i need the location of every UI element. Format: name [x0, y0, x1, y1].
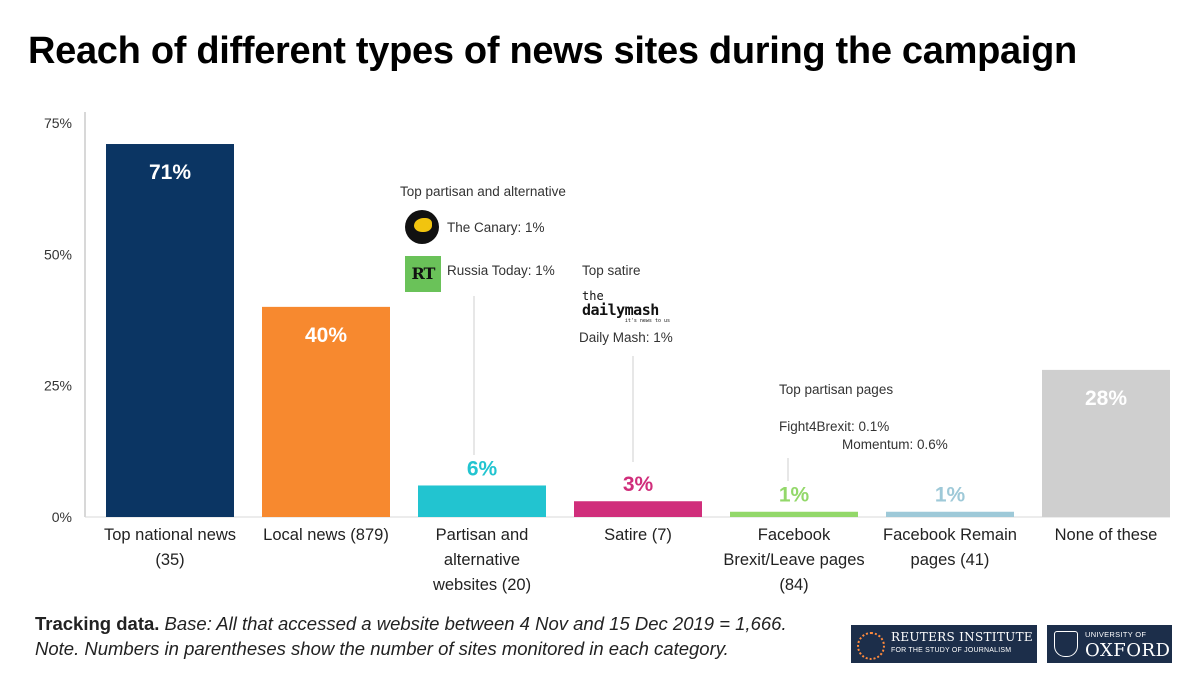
canary-logo	[405, 210, 439, 244]
bar	[418, 485, 546, 517]
oxford-crest-icon	[1054, 631, 1078, 657]
bar	[574, 501, 702, 517]
y-tick-label: 50%	[44, 246, 72, 262]
bar-value-label: 1%	[779, 484, 810, 507]
annotation-daily-mash: Daily Mash: 1%	[579, 330, 673, 345]
footer-bold: Tracking data.	[35, 613, 160, 634]
annotation-rt: Russia Today: 1%	[447, 263, 555, 278]
x-tick-label: websites (20)	[432, 576, 531, 594]
reuters-dots-icon	[857, 632, 885, 660]
x-tick-label: Local news (879)	[263, 526, 389, 544]
footer-line1: Tracking data. Base: All that accessed a…	[35, 611, 835, 636]
x-tick-label: None of these	[1055, 526, 1158, 544]
bar-value-label: 71%	[149, 161, 191, 184]
dailymash-logo-line1: the	[582, 289, 604, 303]
y-tick-label: 25%	[44, 378, 72, 394]
footer-line2: Note. Numbers in parentheses show the nu…	[35, 636, 835, 661]
y-tick-label: 0%	[52, 509, 72, 525]
annotation-canary: The Canary: 1%	[447, 220, 545, 235]
bar	[262, 306, 390, 517]
annotation-fight4brexit: Fight4Brexit: 0.1%	[779, 419, 890, 434]
footer-base: Base: All that accessed a website betwee…	[159, 613, 787, 634]
oxford-logo: UNIVERSITY OF OXFORD	[1047, 625, 1172, 663]
reuters-subtitle: FOR THE STUDY OF JOURNALISM	[891, 647, 1012, 654]
footer-note-text: Note. Numbers in parentheses show the nu…	[35, 638, 729, 659]
chart-title: Reach of different types of news sites d…	[28, 30, 1077, 72]
canary-bird-icon	[414, 218, 432, 232]
x-tick-label: pages (41)	[911, 551, 990, 569]
bar	[1042, 369, 1170, 517]
bar	[106, 144, 234, 517]
oxford-name: OXFORD	[1085, 640, 1171, 661]
reuters-institute-logo: REUTERS INSTITUTE FOR THE STUDY OF JOURN…	[851, 625, 1037, 663]
x-tick-label: Brexit/Leave pages	[723, 551, 864, 569]
dailymash-logo-tagline: it's news to us	[624, 318, 670, 324]
bar-value-label: 1%	[935, 484, 966, 507]
bar-value-label: 6%	[467, 457, 498, 480]
bar	[886, 511, 1014, 517]
footer-note: Tracking data. Base: All that accessed a…	[35, 611, 835, 661]
dailymash-logo-line2: dailymash	[582, 301, 659, 319]
rt-logo: RT	[405, 256, 441, 292]
annotation-satire-header: Top satire	[582, 263, 641, 278]
x-tick-label: Top national news	[104, 526, 236, 544]
x-tick-label: (35)	[155, 551, 184, 569]
annotation-momentum: Momentum: 0.6%	[842, 437, 948, 452]
annotation-pages-header: Top partisan pages	[779, 382, 894, 397]
x-tick-label: Facebook	[758, 526, 831, 544]
bar	[730, 511, 858, 517]
annotation-partisan-header: Top partisan and alternative	[400, 184, 566, 199]
reuters-name: REUTERS INSTITUTE	[891, 630, 1033, 644]
dailymash-logo: the dailymash it's news to us	[582, 290, 682, 326]
bar-value-label: 28%	[1085, 387, 1127, 410]
x-tick-label: Partisan and	[436, 526, 529, 544]
x-tick-label: Satire (7)	[604, 526, 672, 544]
bar-value-label: 3%	[623, 473, 654, 496]
y-tick-label: 75%	[44, 115, 72, 131]
bar-value-label: 40%	[305, 324, 347, 347]
x-tick-label: (84)	[779, 576, 808, 594]
x-tick-label: alternative	[444, 551, 520, 569]
x-tick-label: Facebook Remain	[883, 526, 1017, 544]
oxford-top-text: UNIVERSITY OF	[1085, 630, 1147, 639]
